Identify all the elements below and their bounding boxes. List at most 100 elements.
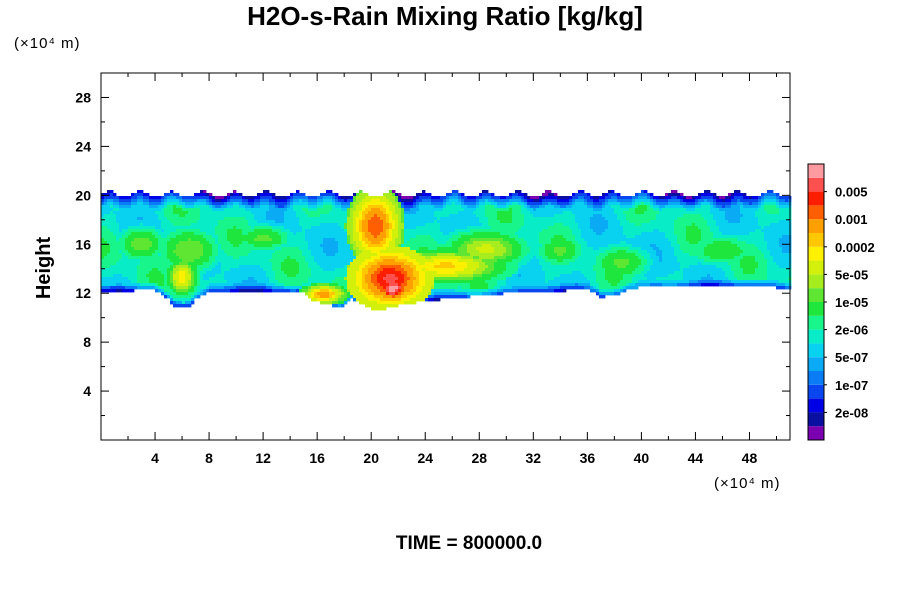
field-cell <box>449 241 453 245</box>
field-cell <box>353 298 357 302</box>
field-cell <box>512 202 516 206</box>
field-cell <box>452 241 456 245</box>
field-cell <box>311 274 315 278</box>
field-cell <box>344 238 348 242</box>
field-cell <box>407 295 411 299</box>
field-cell <box>239 205 243 209</box>
field-cell <box>389 196 393 200</box>
field-cell <box>206 238 210 242</box>
field-cell <box>404 298 408 302</box>
field-cell <box>218 274 222 278</box>
field-cell <box>191 271 195 275</box>
field-cell <box>368 232 372 236</box>
field-cell <box>338 208 342 212</box>
field-cell <box>311 199 315 203</box>
field-cell <box>428 268 432 272</box>
field-cell <box>176 268 180 272</box>
field-cell <box>329 205 333 209</box>
field-cell <box>260 193 264 197</box>
field-cell <box>119 241 123 245</box>
field-cell <box>131 250 135 254</box>
field-cell <box>425 274 429 278</box>
field-cell <box>398 271 402 275</box>
field-cell <box>473 277 477 281</box>
field-cell <box>473 280 477 284</box>
field-cell <box>362 268 366 272</box>
field-cell <box>464 220 468 224</box>
field-cell <box>227 217 231 221</box>
field-cell <box>128 271 132 275</box>
field-cell <box>242 226 246 230</box>
field-cell <box>491 274 495 278</box>
field-cell <box>329 256 333 260</box>
field-cell <box>437 205 441 209</box>
field-cell <box>146 193 150 197</box>
field-cell <box>260 235 264 239</box>
field-cell <box>503 262 507 266</box>
field-cell <box>416 256 420 260</box>
field-cell <box>251 286 255 290</box>
field-cell <box>479 271 483 275</box>
field-cell <box>470 235 474 239</box>
field-cell <box>209 271 213 275</box>
field-cell <box>509 256 513 260</box>
field-cell <box>512 259 516 263</box>
field-cell <box>362 250 366 254</box>
field-cell <box>362 280 366 284</box>
field-cell <box>179 244 183 248</box>
field-cell <box>191 292 195 296</box>
field-cell <box>443 247 447 251</box>
field-cell <box>245 280 249 284</box>
field-cell <box>155 205 159 209</box>
field-cell <box>437 265 441 269</box>
field-cell <box>227 223 231 227</box>
field-cell <box>506 274 510 278</box>
field-cell <box>320 301 324 305</box>
field-cell <box>257 235 261 239</box>
field-cell <box>404 265 408 269</box>
field-cell <box>485 208 489 212</box>
field-cell <box>395 262 399 266</box>
field-cell <box>245 220 249 224</box>
field-cell <box>233 196 237 200</box>
field-cell <box>464 223 468 227</box>
field-cell <box>449 271 453 275</box>
field-cell <box>374 268 378 272</box>
field-cell <box>383 262 387 266</box>
field-cell <box>194 295 198 299</box>
field-cell <box>335 283 339 287</box>
field-cell <box>131 238 135 242</box>
field-cell <box>335 253 339 257</box>
field-cell <box>236 280 240 284</box>
field-cell <box>491 262 495 266</box>
field-cell <box>479 280 483 284</box>
field-cell <box>416 280 420 284</box>
field-cell <box>302 232 306 236</box>
field-cell <box>374 241 378 245</box>
field-cell <box>308 292 312 296</box>
field-cell <box>500 229 504 233</box>
field-cell <box>434 295 438 299</box>
field-cell <box>257 268 261 272</box>
field-cell <box>287 223 291 227</box>
field-cell <box>323 217 327 221</box>
field-cell <box>470 226 474 230</box>
field-cell <box>188 229 192 233</box>
field-cell <box>224 280 228 284</box>
field-cell <box>146 217 150 221</box>
field-cell <box>329 244 333 248</box>
field-cell <box>344 241 348 245</box>
field-cell <box>269 226 273 230</box>
field-cell <box>104 235 108 239</box>
field-cell <box>506 223 510 227</box>
field-cell <box>461 277 465 281</box>
field-cell <box>494 232 498 236</box>
field-cell <box>419 289 423 293</box>
field-cell <box>287 199 291 203</box>
field-cell <box>362 223 366 227</box>
field-cell <box>512 256 516 260</box>
field-cell <box>329 292 333 296</box>
field-cell <box>335 193 339 197</box>
field-cell <box>137 199 141 203</box>
field-cell <box>137 193 141 197</box>
